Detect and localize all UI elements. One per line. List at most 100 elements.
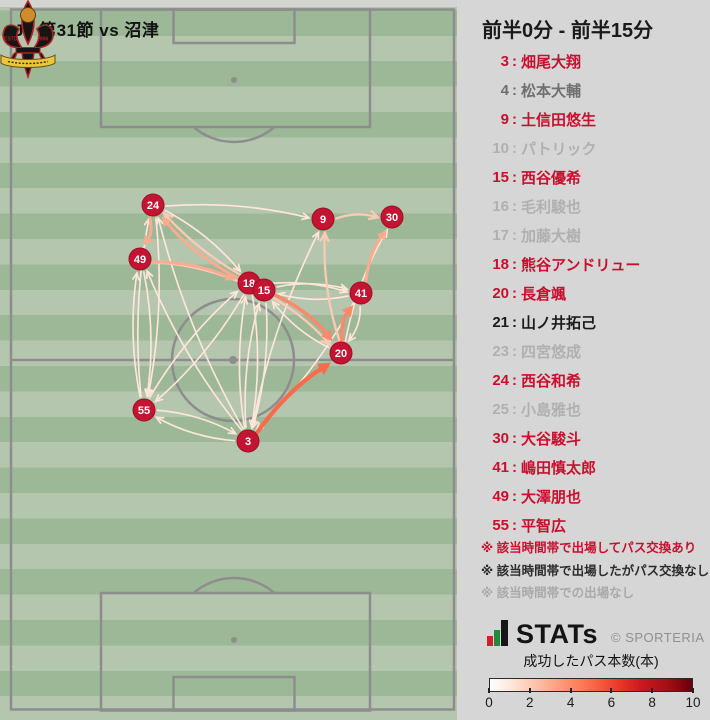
pass-edge-24-18 [164,209,242,273]
player-number: 17 [492,227,509,244]
pass-edge-9-30 [334,210,381,221]
player-node-24: 24 [141,193,165,217]
player-name: 畑尾大翔 [521,54,582,71]
crest-left-text: ESTD [4,37,18,43]
player-name: 四宮悠成 [521,344,582,361]
player-name: 毛利駿也 [521,199,582,216]
player-name: パトリック [521,141,597,158]
player-row-18: 18: 熊谷アンドリュー [479,250,640,279]
pass-edge-24-9 [165,203,311,221]
pass-edge-20-9 [319,230,341,342]
player-colon: : [512,517,517,534]
stats-brand: STATs © SPORTERIA [487,619,705,648]
player-row-9: 9: 土信田悠生 [479,105,640,134]
player-row-23: 23: 四宮悠成 [479,337,640,366]
player-number: 3 [500,53,509,70]
colorbar-tick [610,688,613,693]
pass-edge-20-15 [271,300,330,349]
player-name: 松本大輔 [521,83,582,100]
player-node-30: 30 [380,205,404,229]
pass-edge-24-55 [145,217,161,399]
player-name: 土信田悠生 [521,112,597,129]
pass-edge-15-41 [276,282,349,292]
svg-text:41: 41 [355,288,367,300]
pass-edge-15-20 [274,293,333,342]
player-name: 小島雅也 [521,402,582,419]
pass-edge-3-18 [238,295,249,429]
player-colon: : [512,140,517,157]
pass-edge-18-55 [154,294,245,403]
player-row-4: 4: 松本大輔 [479,76,640,105]
pass-edge-55-3 [156,409,238,435]
colorbar-tick-label: 4 [566,695,575,710]
colorbar-tick-label: 0 [485,695,493,710]
player-number: 9 [500,111,509,128]
penalty-arc-bottom [192,576,276,594]
copyright-text: © SPORTERIA [611,630,705,645]
player-node-41: 41 [349,281,373,305]
pass-edge-20-41 [339,305,354,342]
player-number: 49 [492,488,509,505]
player-list: 3: 畑尾大翔 4: 松本大輔 9: 土信田悠生 10: パトリック 15: 西谷優希 16: 毛利駿… [479,47,640,540]
colorbar-tick [569,688,572,693]
colorbar: 成功したパス本数(本) 0 2 4 6 8 10 [485,651,700,714]
pass-edge-3-55 [154,416,236,442]
pitch: 24 49 9 30 18 15 41 20 55 3 J3 第31節 vs 沼津 ESTD 20… [0,0,457,720]
svg-text:18: 18 [243,278,255,290]
penalty-spot-bottom [231,637,237,643]
pass-edge-49-55 [143,271,152,398]
player-number: 41 [492,459,509,476]
player-number: 4 [500,82,509,99]
bar-chart-icon [487,619,511,646]
goal-box-bottom [172,675,296,712]
player-row-17: 17: 加藤大樹 [479,221,640,250]
player-number: 21 [492,314,509,331]
player-row-24: 24: 西谷和希 [479,366,640,395]
player-colon: : [512,82,517,99]
pass-edge-41-3 [255,302,354,432]
player-number: 16 [492,198,509,215]
stats-logo-text: STATs [516,619,598,649]
colorbar-tick [488,688,490,693]
player-number: 30 [492,430,509,447]
side-panel: 前半0分 - 前半15分 3: 畑尾大翔 4: 松本大輔 9: 土信田悠生 10: パトリック… [457,0,710,720]
player-name: 平智広 [521,518,567,535]
player-colon: : [512,169,517,186]
pass-edge-3-9 [251,230,320,430]
player-number: 25 [492,401,509,418]
pass-edge-3-24 [155,216,244,430]
player-name: 山ノ井拓己 [521,315,597,332]
svg-text:49: 49 [134,254,146,266]
player-colon: : [512,372,517,389]
club-crest-logo: ESTD 2006 [0,0,56,80]
player-name: 大澤朋也 [521,489,582,506]
crest-right-text: 2006 [37,37,48,43]
player-colon: : [512,430,517,447]
player-number: 23 [492,343,509,360]
legend-notes: ※ 該当時間帯で出場してパス交換あり ※ 該当時間帯で出場したがパス交換なし ※ 該… [481,537,709,605]
player-colon: : [512,343,517,360]
pitch-top-margin [0,0,457,7]
player-name: 西谷優希 [521,170,582,187]
goal-box-top [172,8,296,45]
pass-edge-49-18 [151,260,236,281]
colorbar-tick [692,688,694,693]
player-row-30: 30: 大谷駿斗 [479,424,640,453]
svg-text:3: 3 [245,436,251,448]
pass-edge-55-49 [132,271,141,398]
colorbar-tick-label: 6 [607,695,616,710]
player-colon: : [512,256,517,273]
player-name: 嶋田慎太郎 [521,460,597,477]
player-row-20: 20: 長倉颯 [479,279,640,308]
player-name: 加藤大樹 [521,228,582,245]
svg-text:9: 9 [320,214,326,226]
penalty-spot-top [231,77,237,83]
player-number: 10 [492,140,509,157]
player-number: 15 [492,169,509,186]
player-number: 24 [492,372,509,389]
player-number: 55 [492,517,509,534]
colorbar-tick [651,688,654,693]
player-colon: : [512,314,517,331]
pass-edge-41-30 [364,229,387,283]
